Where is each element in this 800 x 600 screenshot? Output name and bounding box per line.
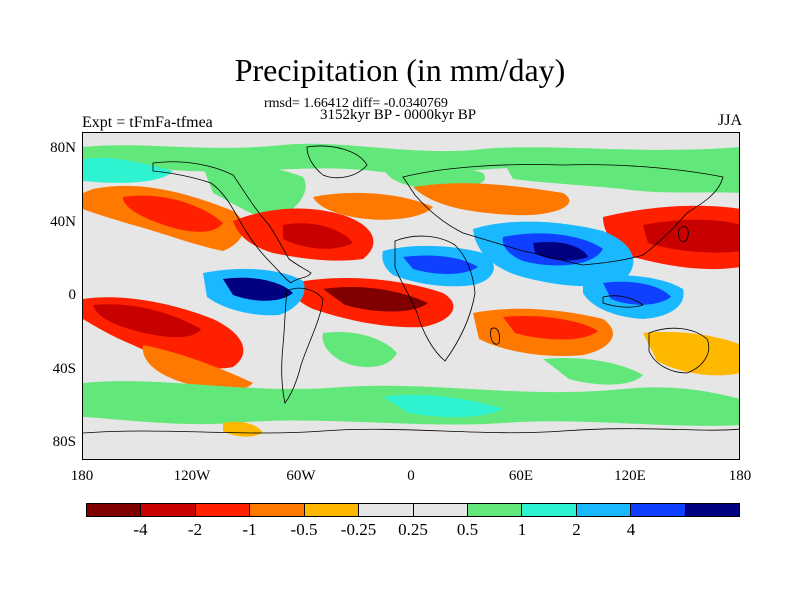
- europe-wet: [383, 161, 485, 190]
- colorbar-swatch: [685, 504, 740, 516]
- lon-label-180w: 180: [70, 468, 94, 484]
- colorbar-swatch: [250, 504, 305, 516]
- colorbar-label: 4: [626, 520, 636, 539]
- colorbar-label: -2: [187, 520, 203, 539]
- colorbar-label: 2: [572, 520, 581, 539]
- colorbar: [86, 503, 740, 517]
- south-indian-wet: [543, 357, 643, 385]
- lat-label-40s: 40S: [52, 361, 76, 377]
- time-period-label: 3152kyr BP - 0000kyr BP: [320, 107, 477, 123]
- lat-label-40n: 40N: [50, 214, 76, 230]
- japan-coast: [678, 226, 689, 243]
- southern-ocean-wet-core: [383, 394, 503, 418]
- colorbar-swatch: [195, 504, 251, 516]
- precipitation-map: [82, 132, 740, 460]
- lat-label-equator: 0: [68, 287, 77, 303]
- colorbar-swatch: [576, 504, 632, 516]
- colorbar-label: 0.25: [398, 520, 428, 539]
- lon-label-0: 0: [407, 468, 415, 484]
- colorbar-swatch: [522, 504, 577, 516]
- madagascar-coast: [490, 327, 500, 345]
- antarctica-coast: [83, 428, 739, 434]
- lon-label-180e: 180: [728, 468, 752, 484]
- atlantic-dry: [313, 192, 433, 220]
- colorbar-swatch: [141, 504, 196, 516]
- map-title: Precipitation (in mm/day): [234, 52, 566, 88]
- colorbar-label: -0.5: [290, 520, 318, 539]
- indian-ocean-dry-core: [503, 315, 598, 340]
- southern-ocean-dry-patch: [223, 421, 263, 437]
- west-pacific-dry-core: [643, 219, 739, 253]
- north-america-coast: [152, 161, 312, 284]
- precip-anomaly-fields: [83, 143, 739, 437]
- lat-label-80s: 80S: [52, 434, 76, 450]
- coastlines: [83, 145, 739, 434]
- colorbar-label: -1: [242, 520, 257, 539]
- south-pacific-dry-core: [93, 304, 201, 338]
- australia-coast: [648, 327, 710, 374]
- north-pacific-dry-core: [123, 195, 223, 232]
- colorbar-swatch: [359, 504, 414, 516]
- season-label: JJA: [717, 112, 742, 129]
- colorbar-swatch: [413, 504, 468, 516]
- colorbar-swatch: [87, 504, 142, 516]
- eurasia-coast: [402, 164, 724, 266]
- colorbar-swatch: [304, 504, 360, 516]
- south-pacific-dry-outer: [142, 345, 253, 391]
- na-dry-core: [283, 223, 353, 249]
- rmsd-diff-stats: rmsd= 1.66412 diff= -0.0340769: [264, 96, 448, 111]
- colorbar-swatch: [467, 504, 523, 516]
- maritime-wet-core: [603, 281, 671, 305]
- colorbar-label: 1: [517, 520, 527, 539]
- eurasia-dry: [413, 183, 570, 216]
- eq-pacific-wet-core: [223, 277, 293, 301]
- monsoon-extreme: [533, 241, 588, 261]
- colorbar-label: -0.25: [340, 520, 377, 539]
- colorbar-label: -4: [133, 520, 148, 539]
- colorbar-label: 0.5: [456, 520, 479, 539]
- lon-label-120w: 120W: [173, 468, 211, 484]
- siberia-wet: [503, 155, 739, 193]
- north-pacific-wet: [83, 157, 173, 183]
- south-america-coast: [281, 287, 324, 404]
- australia-dry: [643, 331, 739, 376]
- lon-label-60e: 60E: [508, 468, 534, 484]
- greenland-coast: [306, 145, 368, 179]
- lat-label-80n: 80N: [50, 140, 76, 156]
- eq-atlantic-dry-core: [323, 286, 428, 312]
- north-atlantic-wet: [203, 164, 306, 221]
- indonesia-coast: [602, 295, 644, 308]
- lon-label-60w: 60W: [286, 468, 316, 484]
- colorbar-swatch: [631, 504, 686, 516]
- south-atlantic-wet: [322, 331, 397, 368]
- lon-label-120e: 120E: [614, 468, 646, 484]
- experiment-label: Expt = tFmFa-tfmea: [82, 114, 213, 131]
- africa-wet-core: [403, 255, 478, 274]
- africa-coast: [394, 235, 476, 362]
